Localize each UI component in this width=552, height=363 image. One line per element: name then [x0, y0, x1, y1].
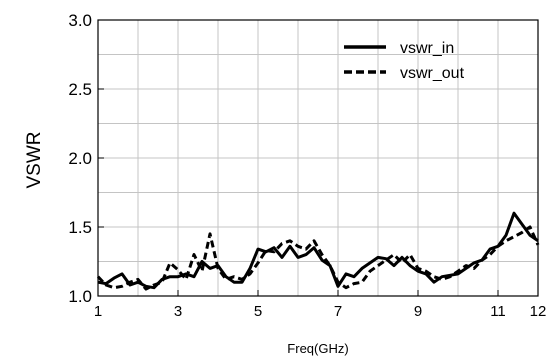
y-tick-label-1: 1.5 [68, 218, 92, 237]
x-tick-label-1: 3 [174, 303, 182, 320]
legend-label-vswr-out: vswr_out [400, 65, 465, 82]
y-tick-label-4: 3.0 [68, 11, 92, 30]
legend-label-vswr-in: vswr_in [400, 40, 454, 57]
y-axis-label: VSWR [24, 132, 45, 189]
axis-ticks: 1 3 5 7 9 11 12 1.0 1.5 2.0 2.5 3.0 [68, 11, 546, 320]
y-tick-label-2: 2.0 [68, 149, 92, 168]
x-tick-label-0: 1 [94, 303, 102, 320]
x-axis-label: Freq(GHz) [287, 341, 348, 356]
y-tick-label-3: 2.5 [68, 80, 92, 99]
legend: vswr_in vswr_out [344, 40, 465, 82]
series-line-vswr-out [96, 225, 540, 291]
x-tick-label-3: 7 [334, 303, 342, 320]
grid-lines [97, 19, 539, 297]
x-tick-label-2: 5 [254, 303, 262, 320]
x-tick-label-4: 9 [414, 303, 422, 320]
y-tick-label-0: 1.0 [68, 287, 92, 306]
series-line-vswr-in [97, 211, 539, 290]
x-tick-label-6: 12 [530, 303, 547, 320]
x-tick-label-5: 11 [490, 303, 506, 320]
series-lines [96, 211, 540, 291]
